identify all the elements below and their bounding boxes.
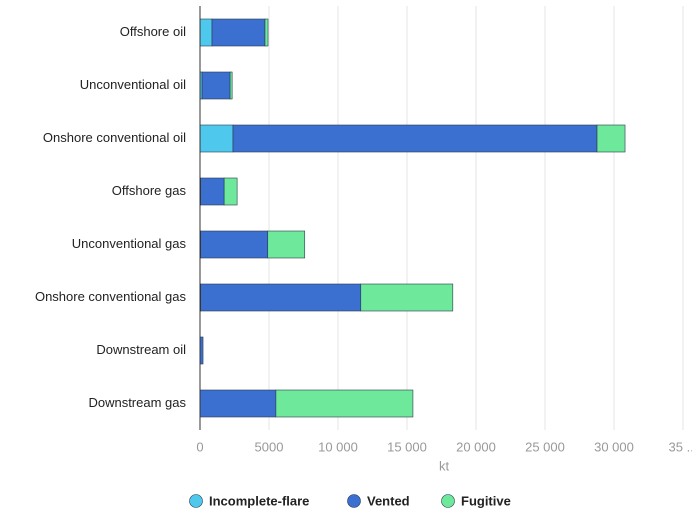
x-tick-label: 35 ...	[669, 439, 692, 454]
y-tick-label: Offshore oil	[120, 24, 186, 39]
x-tick-label: 15 000	[387, 439, 427, 454]
bar-segment	[200, 177, 225, 206]
y-tick-label: Downstream gas	[88, 395, 186, 410]
x-tick-label: 30 000	[594, 439, 634, 454]
bar-segment	[360, 283, 454, 312]
legend-label: Fugitive	[461, 493, 511, 508]
bar-segment	[200, 230, 269, 259]
x-tick-label: 25 000	[525, 439, 565, 454]
bar-segment	[232, 124, 598, 153]
x-tick-label: 10 000	[318, 439, 358, 454]
bar-segment	[229, 71, 233, 100]
bar-segment	[199, 389, 277, 418]
bar-segment	[264, 18, 269, 47]
y-tick-label: Downstream oil	[96, 342, 186, 357]
bar-segment	[275, 389, 414, 418]
x-axis-label: kt	[439, 458, 450, 473]
x-tick-label: 0	[196, 439, 203, 454]
legend-swatch	[347, 494, 361, 508]
bar-segment	[201, 71, 231, 100]
bar-segment	[267, 230, 306, 259]
y-tick-label: Onshore conventional gas	[35, 289, 187, 304]
bar-segment	[211, 18, 266, 47]
bar-segment	[199, 124, 234, 153]
legend-swatch	[441, 494, 455, 508]
legend: Incomplete-flare Vented Fugitive	[189, 493, 511, 508]
y-tick-label: Unconventional oil	[80, 77, 186, 92]
bar-segment	[223, 177, 238, 206]
y-tick-label: Onshore conventional oil	[43, 130, 186, 145]
bar-segment	[596, 124, 626, 153]
legend-label: Vented	[367, 493, 410, 508]
legend-label: Incomplete-flare	[209, 493, 309, 508]
bar-segment	[199, 18, 213, 47]
legend-swatch	[189, 494, 203, 508]
y-tick-label: Unconventional gas	[72, 236, 187, 251]
x-tick-label: 20 000	[456, 439, 496, 454]
y-tick-label: Offshore gas	[112, 183, 187, 198]
bar-segment	[200, 283, 362, 312]
x-tick-label: 5000	[255, 439, 284, 454]
